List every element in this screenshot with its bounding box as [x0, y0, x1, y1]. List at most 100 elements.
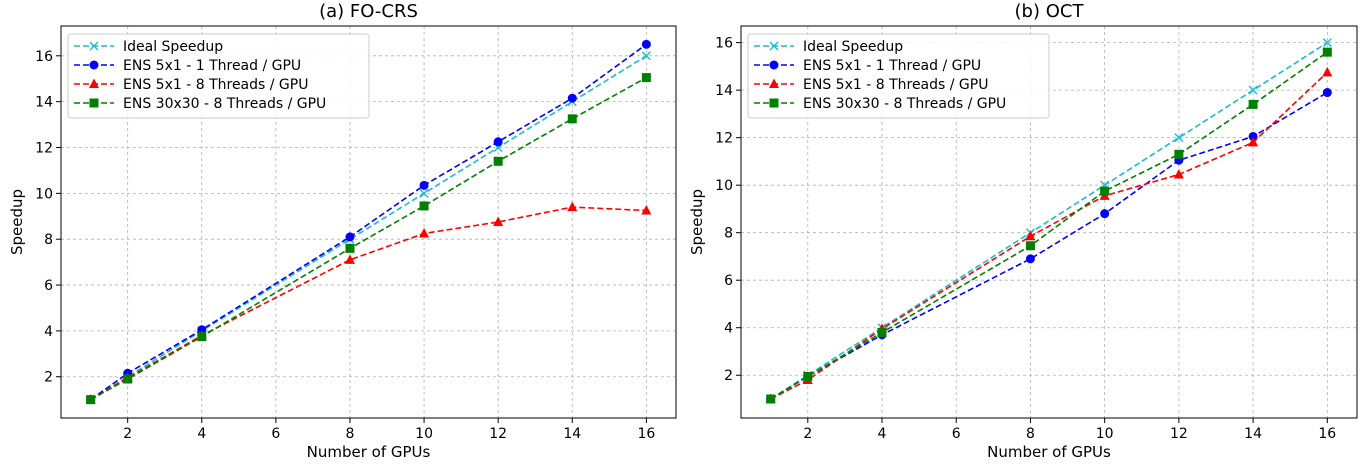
chart-panel-2: 2 4 6 8 10 12 14 16 2 4 6 8 10 12 14 16 Ideal Speedup ENS… [688, 1, 1358, 461]
data-point-square-marker [197, 332, 207, 342]
data-point-triangle-marker [344, 254, 355, 264]
data-point-square-marker [1248, 99, 1258, 109]
legend-label-1: Ideal Speedup [123, 39, 223, 55]
y-tick-label: 10 [715, 178, 733, 194]
data-point-square-marker [493, 156, 503, 166]
x-axis-label: Number of GPUs [307, 443, 431, 461]
data-point-triangle-marker [493, 216, 504, 226]
data-point-square-marker [419, 201, 429, 211]
data-point-circle-marker [1025, 254, 1035, 264]
data-point-square-marker [1322, 47, 1332, 57]
data-point-circle-marker [1248, 131, 1258, 141]
y-tick-label: 4 [44, 324, 53, 340]
legend: Ideal Speedup ENS 5x1 - 1 Thread / GPU ENS… [747, 33, 1050, 119]
legend-x-marker [89, 41, 99, 51]
x-tick-label: 16 [637, 426, 655, 442]
data-point-x-marker [1174, 133, 1184, 143]
data-point-circle-marker [493, 137, 503, 147]
y-tick-label: 2 [44, 370, 53, 386]
x-tick-label: 12 [489, 426, 507, 442]
data-point-circle-marker [197, 325, 207, 335]
y-tick-label: 4 [724, 321, 733, 337]
data-point-triangle-marker [1025, 230, 1036, 241]
legend-label-3: ENS 5x1 - 8 Threads / GPU [803, 77, 988, 93]
legend: Ideal Speedup ENS 5x1 - 1 Thread / GPU ENS… [67, 33, 370, 119]
y-tick-label: 12 [35, 140, 53, 156]
legend-box [67, 33, 370, 119]
y-tick-label: 12 [715, 131, 733, 147]
y-tick-label: 14 [35, 95, 53, 111]
x-tick-label: 8 [346, 426, 355, 442]
data-point-triangle-marker [1173, 168, 1184, 179]
legend-label-4: ENS 30x30 - 8 Threads / GPU [123, 96, 326, 112]
data-point-circle-marker [345, 232, 355, 242]
x-tick-label: 8 [1026, 426, 1035, 442]
x-tick-label: 4 [197, 426, 206, 442]
legend-box [747, 33, 1050, 119]
y-tick-label: 16 [715, 36, 733, 52]
y-tick-label: 6 [44, 278, 53, 294]
x-tick-label: 2 [803, 426, 812, 442]
y-axis-label: Speedup [8, 189, 26, 255]
legend-triangle-marker [769, 78, 779, 88]
series-line-4 [770, 51, 1328, 400]
data-point-square-marker [1174, 149, 1184, 159]
series-line-2 [770, 91, 1328, 400]
data-point-square-marker [1100, 186, 1110, 196]
series-line-3 [770, 71, 1328, 400]
legend-label-4: ENS 30x30 - 8 Threads / GPU [803, 96, 1006, 112]
data-point-triangle-marker [641, 205, 652, 215]
data-point-x-marker [1322, 38, 1332, 48]
legend-square-marker [89, 98, 99, 108]
data-point-square-marker [123, 374, 133, 384]
y-tick-label: 14 [715, 83, 733, 99]
legend-square-marker [769, 98, 779, 108]
y-tick-label: 8 [724, 226, 733, 242]
legend-circle-marker [89, 60, 99, 70]
x-tick-label: 6 [271, 426, 280, 442]
data-point-circle-marker [641, 39, 651, 49]
data-point-square-marker [877, 327, 887, 337]
data-point-x-marker [1248, 85, 1258, 95]
data-point-square-marker [766, 394, 776, 404]
y-tick-label: 8 [44, 232, 53, 248]
data-point-x-marker [419, 188, 429, 198]
legend-label-2: ENS 5x1 - 1 Thread / GPU [803, 58, 981, 74]
data-point-triangle-marker [1248, 136, 1259, 147]
data-point-triangle-marker [1322, 66, 1333, 77]
series-line-1 [90, 55, 647, 401]
series-line-4 [90, 76, 647, 401]
data-point-triangle-marker [419, 227, 430, 238]
y-tick-label: 10 [35, 186, 53, 202]
y-tick-label: 16 [35, 49, 53, 65]
x-tick-label: 12 [1170, 426, 1188, 442]
series-line-1 [770, 41, 1328, 400]
axes-frame [740, 25, 1358, 419]
data-point-square-marker [567, 114, 577, 124]
chart-title: (b) OCT [1015, 1, 1085, 22]
x-tick-label: 2 [123, 426, 132, 442]
data-point-square-marker [641, 73, 651, 83]
legend-x-marker [769, 41, 779, 51]
x-tick-label: 10 [1096, 426, 1114, 442]
y-axis-label: Speedup [688, 189, 706, 255]
series-line-3 [90, 206, 647, 401]
data-point-circle-marker [1100, 209, 1110, 219]
legend-label-3: ENS 5x1 - 8 Threads / GPU [123, 77, 308, 93]
legend-label-1: Ideal Speedup [803, 39, 903, 55]
y-tick-label: 2 [724, 368, 733, 384]
chart-title: (a) FO-CRS [319, 1, 418, 22]
x-tick-label: 14 [1244, 426, 1262, 442]
data-point-x-marker [641, 51, 651, 61]
data-point-square-marker [803, 371, 813, 381]
legend-circle-marker [769, 60, 779, 70]
data-point-circle-marker [1322, 88, 1332, 98]
data-point-circle-marker [567, 93, 577, 103]
x-axis-label: Number of GPUs [987, 443, 1111, 461]
legend-label-2: ENS 5x1 - 1 Thread / GPU [123, 58, 301, 74]
x-tick-label: 16 [1318, 426, 1336, 442]
data-point-triangle-marker [567, 201, 578, 212]
y-tick-label: 6 [724, 273, 733, 289]
data-point-square-marker [345, 243, 355, 253]
